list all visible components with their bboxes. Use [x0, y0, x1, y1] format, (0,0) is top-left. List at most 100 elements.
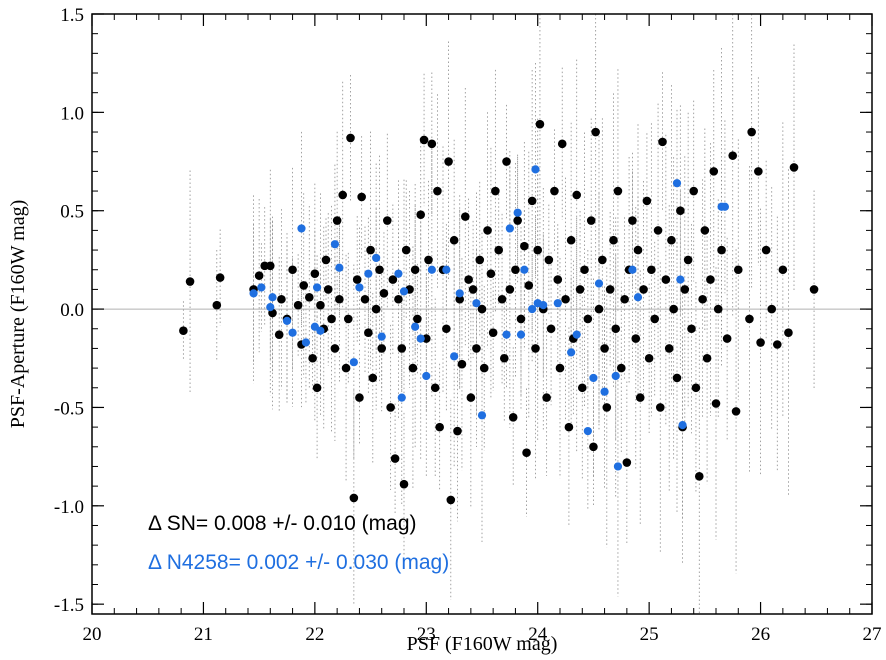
data-point — [408, 363, 418, 373]
data-point — [416, 334, 425, 343]
data-point — [550, 186, 559, 196]
y-tick-label-6: 1.5 — [60, 5, 84, 26]
data-point — [382, 216, 392, 225]
data-point — [377, 344, 387, 353]
data-point — [375, 265, 384, 275]
data-point — [505, 224, 514, 233]
data-point — [698, 294, 707, 304]
data-point — [455, 294, 465, 304]
data-point — [301, 338, 311, 347]
data-point — [449, 235, 459, 245]
data-point — [312, 383, 322, 393]
data-point — [430, 383, 440, 393]
data-point — [310, 269, 320, 278]
data-point — [277, 294, 286, 304]
data-point — [266, 303, 275, 312]
data-point — [330, 240, 340, 249]
data-point — [669, 304, 678, 314]
data-point — [327, 314, 336, 324]
data-point — [460, 212, 470, 221]
data-point — [394, 269, 403, 278]
data-point — [564, 422, 574, 432]
data-point — [687, 324, 696, 334]
data-point — [316, 300, 325, 310]
y-tick-label-1: -1.0 — [54, 497, 84, 518]
data-point — [455, 289, 464, 298]
data-point — [360, 294, 370, 304]
data-point — [330, 344, 340, 353]
data-point — [372, 253, 381, 263]
data-point — [185, 277, 195, 286]
data-point — [410, 265, 420, 275]
data-point — [520, 241, 529, 251]
data-point — [527, 196, 537, 206]
data-point — [575, 285, 585, 294]
data-point — [586, 216, 596, 225]
data-point — [304, 292, 314, 302]
data-point — [475, 255, 485, 265]
data-point — [553, 299, 562, 308]
data-point — [676, 206, 685, 216]
y-tick-label-4: 0.5 — [60, 202, 84, 223]
data-point — [349, 493, 359, 503]
data-point — [754, 167, 763, 176]
data-point — [706, 275, 715, 284]
data-point — [683, 255, 693, 265]
data-point — [435, 422, 444, 432]
x-tick-label-3: 23 — [417, 624, 436, 645]
x-tick-label-0: 20 — [83, 624, 102, 645]
data-point — [535, 119, 545, 129]
data-point — [661, 275, 671, 284]
data-point — [179, 326, 188, 336]
data-point — [299, 281, 309, 290]
data-point — [274, 330, 284, 339]
data-point — [680, 285, 690, 294]
data-point — [379, 289, 389, 298]
data-point — [635, 393, 645, 402]
data-point — [505, 285, 515, 294]
series-1 — [249, 165, 730, 471]
data-point — [511, 265, 520, 275]
data-point — [364, 269, 373, 278]
data-point — [388, 275, 398, 284]
data-point — [335, 294, 344, 304]
x-tick-label-4: 24 — [528, 624, 548, 645]
data-point — [516, 314, 526, 324]
data-point — [600, 387, 609, 396]
data-point — [419, 135, 429, 145]
data-point — [355, 393, 364, 402]
annotation-n4258: Δ N4258= 0.002 +/- 0.030 (mag) — [148, 551, 449, 574]
data-point — [658, 137, 667, 147]
data-point — [620, 294, 629, 304]
data-point — [731, 407, 741, 416]
data-point — [332, 216, 342, 225]
data-point — [609, 235, 618, 245]
data-point — [546, 324, 556, 334]
x-tick-label-7: 27 — [863, 624, 882, 645]
data-point — [293, 300, 303, 310]
data-point — [613, 462, 623, 471]
data-point — [513, 216, 522, 225]
axis-ticks — [91, 13, 873, 614]
data-point — [282, 316, 292, 325]
data-point — [494, 245, 504, 255]
data-point — [589, 442, 598, 452]
data-point — [422, 371, 431, 381]
data-point — [368, 373, 378, 383]
data-point — [411, 322, 420, 331]
data-point — [371, 304, 381, 314]
data-point — [702, 353, 712, 363]
data-point — [557, 139, 567, 149]
data-point — [611, 324, 621, 334]
data-point — [672, 373, 682, 383]
data-point — [594, 279, 604, 288]
data-point — [722, 334, 732, 343]
data-point — [491, 186, 500, 196]
data-point — [713, 304, 723, 314]
data-point — [453, 426, 462, 436]
data-point — [555, 363, 565, 373]
data-point — [531, 344, 540, 353]
data-point — [308, 353, 317, 363]
data-point — [689, 186, 699, 196]
x-tick-label-2: 22 — [305, 624, 324, 645]
